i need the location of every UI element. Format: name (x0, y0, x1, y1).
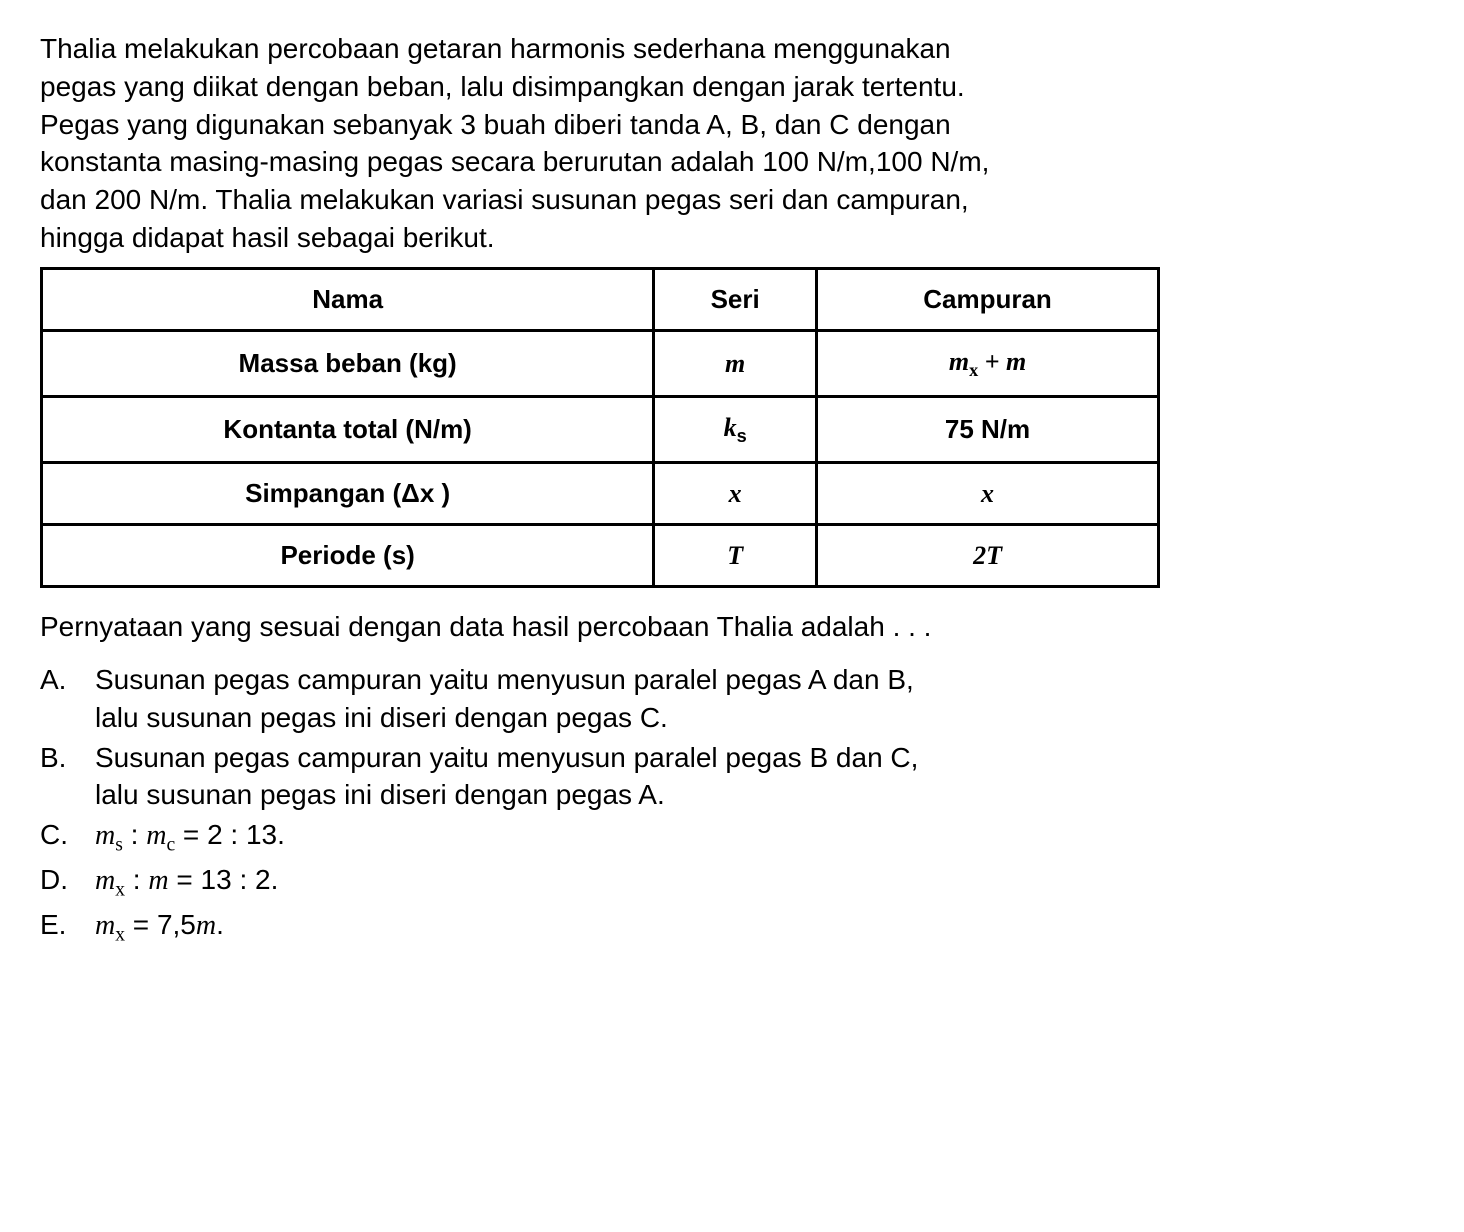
header-campuran: Campuran (817, 268, 1159, 330)
cell-konstanta-campuran: 75 N/m (817, 396, 1159, 462)
para-line-5: dan 200 N/m. Thalia melakukan variasi su… (40, 184, 969, 215)
table-row: Kontanta total (N/m) ks 75 N/m (42, 396, 1159, 462)
cell-simpangan-seri: x (654, 463, 817, 525)
data-table-container: Nama Seri Campuran Massa beban (kg) m mx… (40, 267, 1424, 588)
cell-massa-campuran: mx + m (817, 330, 1159, 396)
option-e-text: mx = 7,5m. (95, 906, 1424, 949)
header-nama: Nama (42, 268, 654, 330)
para-line-6: hingga didapat hasil sebagai berikut. (40, 222, 495, 253)
para-line-3: Pegas yang digunakan sebanyak 3 buah dib… (40, 109, 951, 140)
table-row: Simpangan (Δx ) x x (42, 463, 1159, 525)
cell-periode-campuran: 2T (817, 525, 1159, 587)
cell-periode-seri: T (654, 525, 817, 587)
para-line-1: Thalia melakukan percobaan getaran harmo… (40, 33, 951, 64)
options-list: A. Susunan pegas campuran yaitu menyusun… (40, 661, 1424, 949)
table-row: Periode (s) T 2T (42, 525, 1159, 587)
option-d-text: mx : m = 13 : 2. (95, 861, 1424, 904)
row-label-konstanta: Kontanta total (N/m) (42, 396, 654, 462)
option-c-letter: C. (40, 816, 95, 859)
row-label-periode: Periode (s) (42, 525, 654, 587)
para-line-4: konstanta masing-masing pegas secara ber… (40, 146, 989, 177)
option-a-letter: A. (40, 661, 95, 737)
option-b: B. Susunan pegas campuran yaitu menyusun… (40, 739, 1424, 815)
option-c: C. ms : mc = 2 : 13. (40, 816, 1424, 859)
table-row: Massa beban (kg) m mx + m (42, 330, 1159, 396)
problem-paragraph: Thalia melakukan percobaan getaran harmo… (40, 30, 1424, 257)
table-header-row: Nama Seri Campuran (42, 268, 1159, 330)
question-text: Pernyataan yang sesuai dengan data hasil… (40, 608, 1424, 646)
option-d-letter: D. (40, 861, 95, 904)
cell-massa-seri: m (654, 330, 817, 396)
para-line-2: pegas yang diikat dengan beban, lalu dis… (40, 71, 965, 102)
option-a: A. Susunan pegas campuran yaitu menyusun… (40, 661, 1424, 737)
data-table: Nama Seri Campuran Massa beban (kg) m mx… (40, 267, 1160, 588)
option-b-letter: B. (40, 739, 95, 815)
row-label-simpangan: Simpangan (Δx ) (42, 463, 654, 525)
option-e: E. mx = 7,5m. (40, 906, 1424, 949)
option-b-text: Susunan pegas campuran yaitu menyusun pa… (95, 739, 1424, 815)
option-d: D. mx : m = 13 : 2. (40, 861, 1424, 904)
option-c-text: ms : mc = 2 : 13. (95, 816, 1424, 859)
cell-simpangan-campuran: x (817, 463, 1159, 525)
option-a-text: Susunan pegas campuran yaitu menyusun pa… (95, 661, 1424, 737)
row-label-massa: Massa beban (kg) (42, 330, 654, 396)
header-seri: Seri (654, 268, 817, 330)
cell-konstanta-seri: ks (654, 396, 817, 462)
option-e-letter: E. (40, 906, 95, 949)
